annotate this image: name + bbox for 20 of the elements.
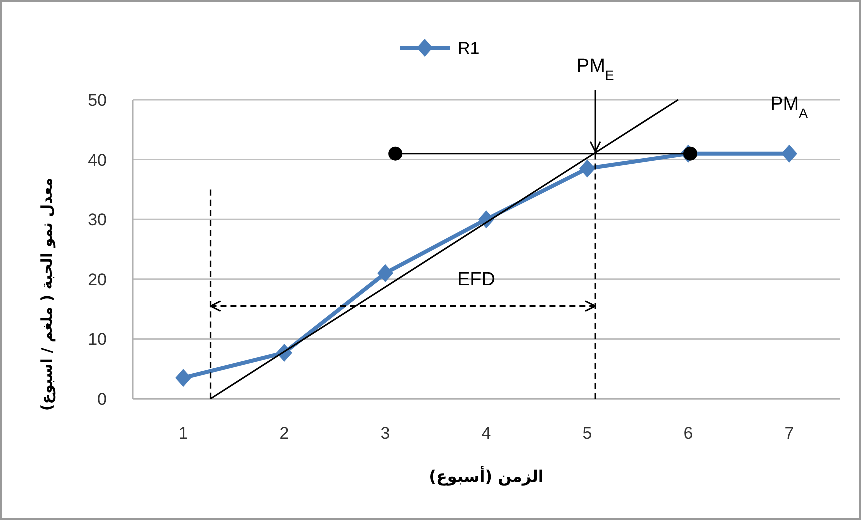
x-tick-label: 1 (178, 424, 188, 443)
x-tick-label: 5 (582, 424, 592, 443)
x-tick-label: 3 (380, 424, 390, 443)
x-tick-label: 6 (684, 424, 694, 443)
legend: R1 (400, 39, 480, 58)
x-axis-title: الزمن (أسبوع) (429, 466, 544, 486)
annotation: EFD (458, 269, 496, 290)
y-axis-title: معدل نمو الحبة ( ملغم / اسبوع) (38, 178, 56, 412)
y-tick-label: 30 (88, 210, 107, 230)
y-tick-label: 50 (88, 91, 107, 110)
legend-label: R1 (458, 39, 480, 58)
x-tick-label: 2 (280, 424, 290, 443)
y-tick-label: 10 (88, 330, 107, 350)
annotation: PM$_{E}$ (576, 56, 614, 82)
y-tick-label: 40 (88, 150, 107, 170)
annotation: PM$_{A}$ (770, 94, 808, 120)
x-tick-label: 7 (784, 424, 794, 443)
y-tick-label: 20 (88, 270, 107, 290)
y-tick-label: 0 (98, 390, 107, 409)
x-tick-label: 4 (482, 424, 492, 443)
